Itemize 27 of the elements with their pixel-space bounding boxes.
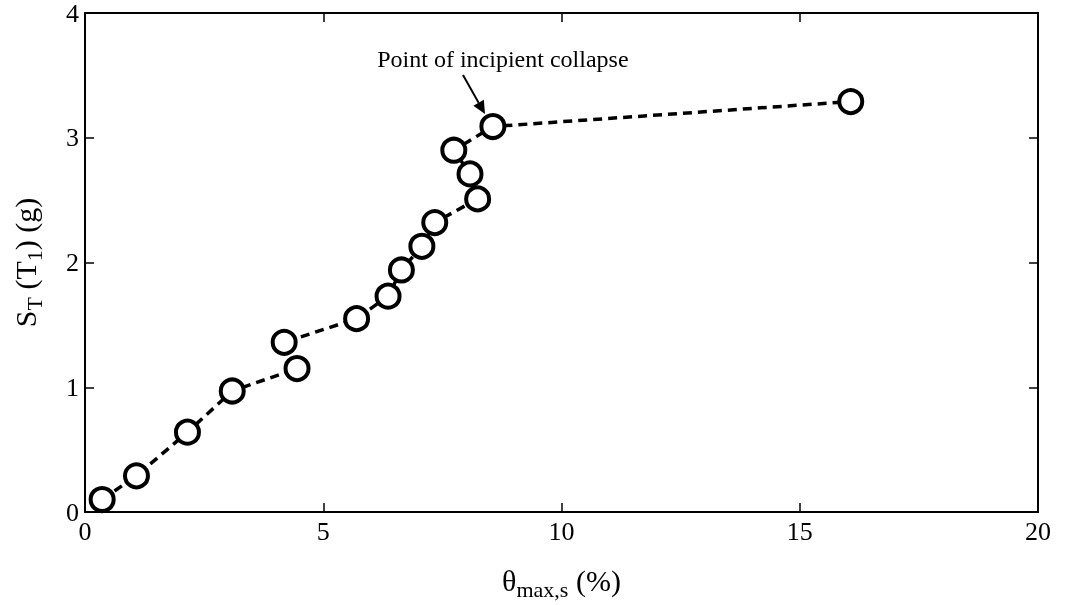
x-tick-label: 15 <box>786 516 813 546</box>
x-tick-label: 10 <box>548 516 575 546</box>
point <box>270 328 298 356</box>
y-tick-label: 2 <box>66 248 79 277</box>
y-tick-label: 3 <box>66 123 79 153</box>
annotation: Point of incipient collapse <box>377 45 629 72</box>
y-tick-label: 4 <box>66 0 79 28</box>
point <box>408 232 436 260</box>
y-tick-label: 1 <box>66 372 79 402</box>
point <box>283 355 311 383</box>
point <box>122 462 150 490</box>
y-axis-title: ST (T1) (g) <box>8 197 47 328</box>
x-tick-label: 5 <box>316 516 330 546</box>
point <box>464 185 492 213</box>
point <box>440 136 468 164</box>
point <box>173 418 201 446</box>
point <box>387 256 415 284</box>
point <box>343 305 371 333</box>
point <box>374 282 402 310</box>
point <box>218 377 246 405</box>
point <box>456 160 484 188</box>
x-tick-label: 20 <box>1025 516 1051 546</box>
point <box>837 88 865 116</box>
point <box>88 486 116 514</box>
y-tick-label: 0 <box>66 497 79 527</box>
point <box>421 209 449 237</box>
point <box>479 113 507 141</box>
